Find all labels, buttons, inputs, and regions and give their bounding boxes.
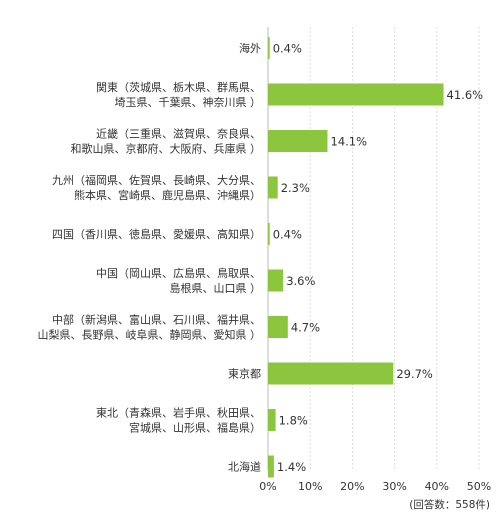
category-label: 山梨県、長野県、岐阜県、静岡県、愛知県 ） <box>38 328 262 342</box>
category-label: 北海道 <box>228 460 261 474</box>
value-label: 1.4% <box>277 460 306 474</box>
bar-layer <box>268 37 444 478</box>
value-label: 29.7% <box>396 367 433 381</box>
value-label: 1.8% <box>279 414 308 428</box>
value-label: 2.3% <box>281 181 310 195</box>
bar <box>268 455 274 478</box>
bar <box>268 409 276 431</box>
value-label: 41.6% <box>447 88 484 102</box>
category-label: 四国（香川県、徳島県、愛媛県、高知県） <box>52 227 261 241</box>
bar <box>268 269 284 292</box>
category-label: 海外 <box>239 41 261 55</box>
bar <box>268 37 270 59</box>
bar <box>268 83 444 106</box>
category-label: 埼玉県、千葉県、神奈川県 ） <box>115 95 262 109</box>
x-tick-label: 20% <box>340 480 364 493</box>
value-label: 14.1% <box>331 135 368 149</box>
tick-layer: 0% 10% 20% 30% 40% 50% <box>259 480 491 493</box>
category-label: 和歌山県、京都府、大阪府、兵庫県 ） <box>71 142 262 156</box>
x-tick-label: 10% <box>298 480 322 493</box>
respondent-count-note: (回答数：558件) <box>409 498 490 511</box>
bar <box>268 130 328 152</box>
category-label: 宮城県、山形県、福島県） <box>129 421 261 435</box>
category-label: 中部（新潟県、富山県、石川県、福井県、 <box>52 313 261 327</box>
value-label: 0.4% <box>273 228 302 242</box>
category-label: 関東（茨城県、栃木県、群馬県、 <box>96 80 261 94</box>
category-label: 島根県、山口県 ） <box>170 281 262 295</box>
category-label: 熊本県、宮崎県、鹿児島県、沖縄県） <box>74 188 261 202</box>
label-layer: 0.4% 海外 41.6% 関東（茨城県、栃木県、群馬県、埼玉県、千葉県、神奈川県 ）… <box>38 41 484 474</box>
bar <box>268 362 394 385</box>
value-label: 3.6% <box>286 274 315 288</box>
value-label: 0.4% <box>273 42 302 56</box>
value-label: 4.7% <box>291 321 320 335</box>
category-label: 九州（福岡県、佐賀県、長崎県、大分県、 <box>52 173 261 187</box>
bar <box>268 316 288 338</box>
bar <box>268 223 270 245</box>
x-tick-label: 30% <box>382 480 406 493</box>
x-tick-label: 50% <box>467 480 491 493</box>
category-label: 近畿（三重県、滋賀県、奈良県、 <box>96 127 261 141</box>
x-tick-label: 40% <box>425 480 449 493</box>
bar <box>268 176 278 199</box>
x-tick-label: 0% <box>259 480 276 493</box>
category-label: 東北（青森県、岩手県、秋田県、 <box>96 406 261 420</box>
category-label: 東京都 <box>228 367 261 381</box>
category-label: 中国（岡山県、広島県、鳥取県、 <box>96 266 261 280</box>
